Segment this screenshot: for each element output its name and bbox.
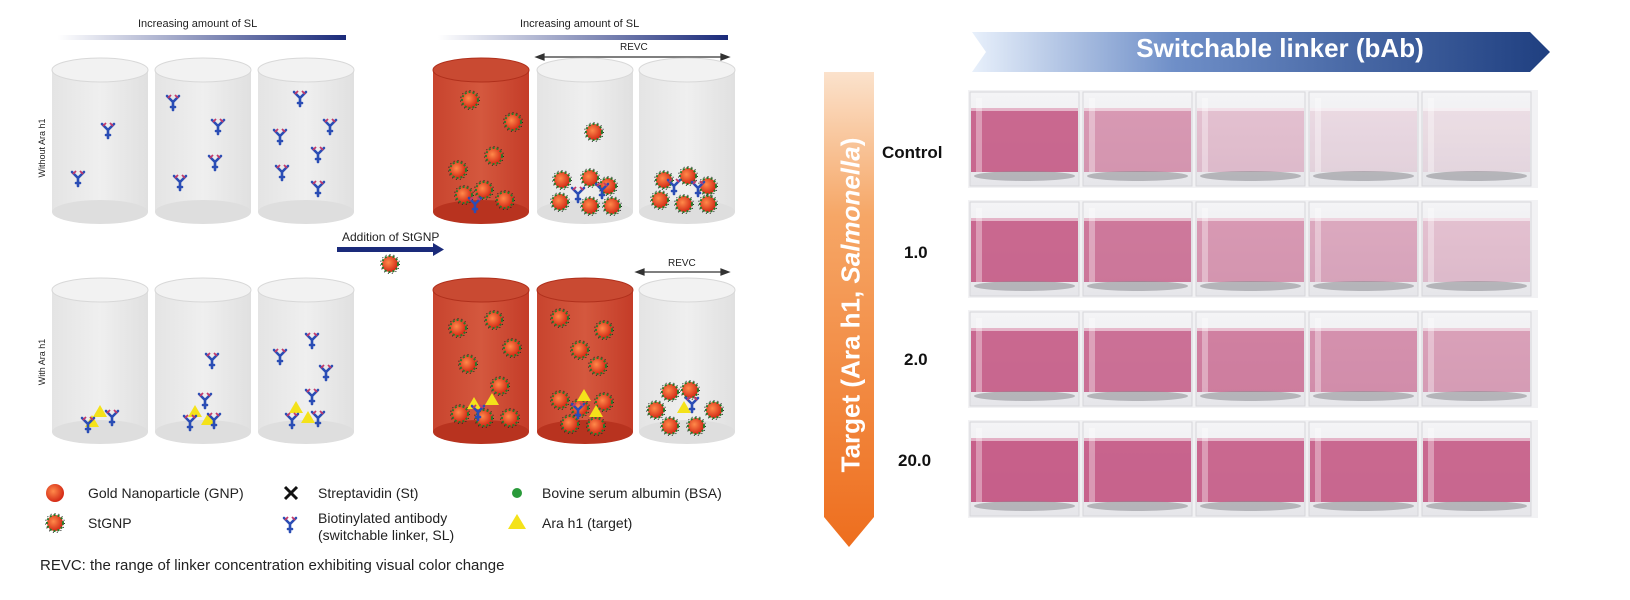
revc-label-top: REVC	[620, 42, 648, 53]
vial	[1308, 311, 1419, 407]
revc-label-bottom: REVC	[668, 258, 696, 269]
schematic-svg	[44, 35, 736, 534]
legend-target-icon	[508, 514, 526, 529]
legend-stgnp-label: StGNP	[88, 515, 132, 531]
vial-row	[968, 90, 1538, 188]
header-label: Switchable linker (bAb)	[1136, 33, 1424, 63]
vial	[1421, 201, 1532, 297]
row-label-2: 2.0	[904, 350, 928, 369]
vial	[1082, 91, 1193, 187]
legend-antibody-label-2: (switchable linker, SL)	[318, 527, 455, 543]
vial	[1308, 201, 1419, 297]
legend-gnp-icon	[46, 484, 64, 502]
revc-arrow-top	[534, 53, 731, 61]
cylinder-bottom-5-red	[536, 277, 634, 444]
legend-streptavidin-label: Streptavidin (St)	[318, 485, 419, 501]
increasing-bar-left	[58, 35, 346, 40]
vial-row	[968, 310, 1538, 408]
header-arrow	[972, 32, 1550, 72]
cylinder-top-1	[51, 57, 149, 224]
top-heading-right: Increasing amount of SL	[520, 18, 640, 30]
vial	[969, 421, 1080, 517]
row-label-top: Without Ara h1	[37, 118, 47, 178]
cylinder-top-5	[536, 57, 634, 224]
vial	[1308, 91, 1419, 187]
row-label-bottom: With Ara h1	[37, 338, 47, 386]
vial	[969, 311, 1080, 407]
vial	[1082, 421, 1193, 517]
legend-antibody-label-1: Biotinylated antibody	[318, 510, 448, 526]
legend-bsa-icon	[512, 488, 522, 498]
cylinder-bottom-6	[638, 277, 736, 444]
vial	[1195, 311, 1306, 407]
legend-streptavidin-icon	[283, 485, 299, 501]
vial	[1195, 91, 1306, 187]
cylinder-top-4-red	[432, 57, 530, 224]
schematic-panel: Increasing amount of SL Increasing amoun…	[0, 0, 800, 600]
vial-row	[968, 420, 1538, 518]
cylinder-top-6	[638, 57, 736, 224]
vial	[1421, 421, 1532, 517]
legend-gnp-label: Gold Nanoparticle (GNP)	[88, 485, 244, 501]
side-label-suffix: )	[835, 137, 866, 147]
side-label-prefix: Target (Ara h1,	[835, 283, 866, 473]
photo-panel: Switchable linker (bAb) Target (Ara h1, …	[820, 0, 1630, 600]
vial	[1308, 421, 1419, 517]
vial	[969, 201, 1080, 297]
cylinder-top-2	[154, 57, 252, 224]
legend-stgnp-icon	[44, 512, 66, 534]
vial-row	[968, 200, 1538, 298]
vial	[969, 91, 1080, 187]
cylinder-bottom-3	[257, 277, 355, 444]
legend-target-label: Ara h1 (target)	[542, 515, 633, 531]
addition-arrow	[337, 243, 444, 275]
row-label-20: 20.0	[898, 451, 932, 470]
increasing-bar-right	[438, 35, 728, 40]
vial-photo-grid	[968, 90, 1538, 518]
legend-antibody-icon	[282, 515, 298, 534]
row-label-control: Control	[882, 143, 943, 162]
side-label-italic: Salmonella	[835, 146, 866, 284]
vial	[1421, 311, 1532, 407]
cylinder-top-3	[257, 57, 355, 224]
cylinder-bottom-2	[154, 277, 252, 444]
vial	[1421, 91, 1532, 187]
row-label-1: 1.0	[904, 243, 928, 262]
revc-arrow-bottom	[634, 268, 731, 276]
side-label: Target (Ara h1, Salmonella)	[836, 138, 867, 473]
vial	[1082, 201, 1193, 297]
side-arrow	[824, 72, 874, 547]
vial	[1195, 421, 1306, 517]
addition-label: Addition of StGNP	[342, 230, 440, 244]
top-heading-left: Increasing amount of SL	[138, 18, 258, 30]
vial	[1195, 201, 1306, 297]
vial	[1082, 311, 1193, 407]
footnote: REVC: the range of linker concentration …	[40, 557, 505, 574]
legend-bsa-label: Bovine serum albumin (BSA)	[542, 485, 722, 501]
cylinder-bottom-4-red	[432, 277, 530, 444]
cylinder-bottom-1	[51, 277, 149, 444]
